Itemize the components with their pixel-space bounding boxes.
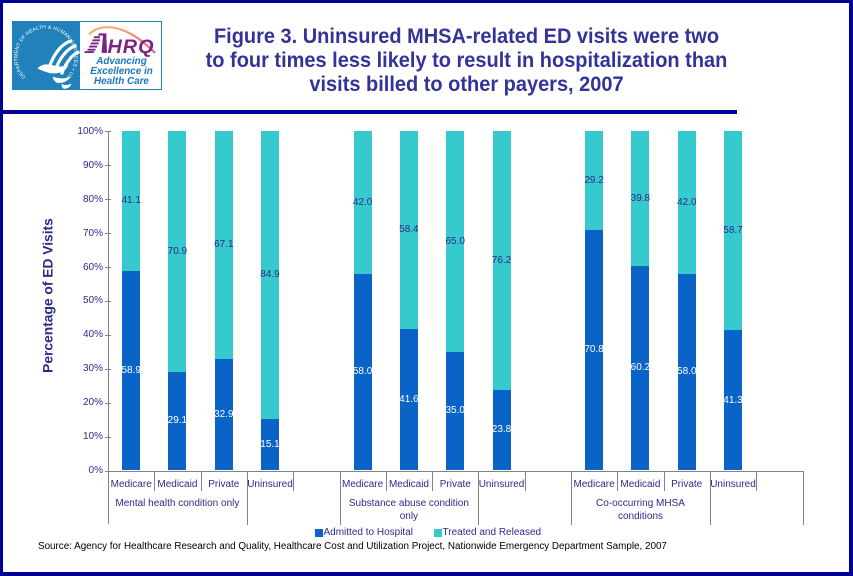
svg-text:HRQ: HRQ (108, 36, 155, 58)
